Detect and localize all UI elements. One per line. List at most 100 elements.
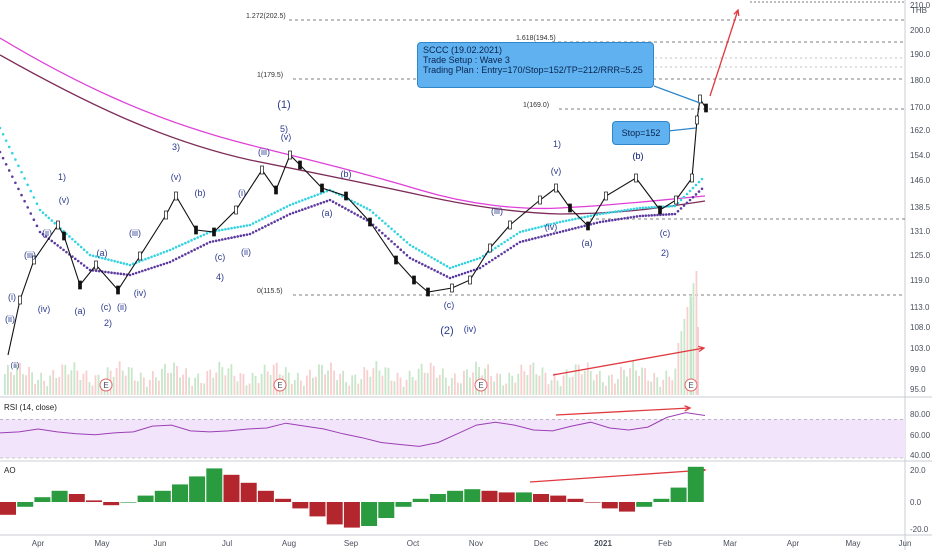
- volume-bar: [393, 381, 396, 395]
- volume-bar: [121, 370, 124, 395]
- band-dot: [442, 263, 446, 266]
- band-dot: [41, 232, 45, 236]
- band-dot: [700, 187, 704, 191]
- wave-label: (1): [277, 99, 290, 111]
- volume-bar: [574, 364, 577, 395]
- wave-label: (iv): [134, 288, 147, 298]
- volume-bar: [266, 371, 269, 395]
- band-dot: [32, 196, 36, 199]
- band-dot: [632, 207, 636, 211]
- band-dot: [301, 208, 304, 211]
- volume-bar: [142, 377, 145, 395]
- band-dot: [319, 192, 323, 195]
- volume-bar: [179, 377, 181, 395]
- volume-bar: [118, 361, 121, 395]
- volume-bar: [22, 374, 24, 395]
- band-dot: [174, 257, 178, 261]
- band-dot: [478, 256, 482, 260]
- band-dot: [94, 269, 98, 273]
- earnings-marker-label: E: [688, 381, 693, 390]
- band-dot: [313, 194, 316, 198]
- band-dot: [574, 226, 577, 230]
- candle-body: [320, 183, 324, 193]
- volume-bar: [112, 376, 115, 395]
- band-dot: [390, 227, 393, 231]
- band-dot: [647, 206, 651, 209]
- band-dot: [171, 247, 175, 250]
- wave-label: (c): [660, 228, 671, 238]
- band-dot: [131, 272, 135, 276]
- band-dot: [691, 195, 695, 199]
- ao-bar: [601, 502, 618, 509]
- band-dot: [463, 271, 467, 275]
- band-dot: [697, 190, 701, 193]
- band-dot: [402, 238, 406, 241]
- earnings-marker-circle: [684, 378, 698, 392]
- price-tick-label: 125.0: [910, 251, 931, 260]
- band-dot: [414, 259, 418, 263]
- band-dot: [208, 240, 212, 244]
- volume-bar: [644, 367, 647, 395]
- volume-bar: [378, 370, 381, 395]
- volume-bar: [372, 368, 375, 395]
- volume-bar: [620, 366, 622, 395]
- fib-level-label: 1(169.0): [523, 102, 549, 109]
- earnings-marker-circle: [474, 378, 488, 392]
- band-dot: [1, 133, 5, 136]
- volume-bar: [690, 297, 692, 395]
- ao-bar: [240, 482, 257, 502]
- volume-bar: [97, 374, 100, 395]
- band-dot: [617, 217, 620, 221]
- band-dot: [282, 206, 286, 210]
- volume-bar: [333, 370, 335, 395]
- volume-bar: [423, 372, 426, 395]
- band-dot: [344, 207, 347, 210]
- volume-bar: [562, 375, 565, 395]
- band-dot: [122, 262, 126, 265]
- band-dot: [65, 250, 68, 254]
- band-dot: [396, 232, 399, 236]
- band-dot: [641, 214, 645, 218]
- volume-bar: [387, 367, 390, 395]
- band-dot: [71, 255, 74, 258]
- band-dot: [79, 245, 83, 249]
- volume-bar: [472, 372, 474, 395]
- band-dot: [694, 193, 698, 196]
- band-dot: [359, 204, 363, 207]
- band-dot: [632, 215, 636, 219]
- ao-bar: [120, 502, 137, 503]
- volume-bar: [155, 377, 157, 395]
- volume-bar: [293, 380, 296, 395]
- volume-bar: [547, 384, 550, 395]
- band-dot: [571, 227, 574, 231]
- volume-bar: [493, 381, 496, 395]
- volume-bar: [375, 361, 378, 395]
- volume-bar: [127, 367, 130, 395]
- band-dot: [635, 215, 639, 218]
- candle-body: [32, 255, 36, 265]
- volume-bar: [384, 367, 387, 395]
- band-dot: [26, 206, 29, 209]
- band-dot: [451, 275, 455, 279]
- band-dot: [88, 253, 92, 257]
- band-dot: [128, 263, 132, 267]
- volume-bar: [668, 376, 671, 395]
- volume-bar: [46, 386, 49, 395]
- volume-bar: [312, 377, 314, 395]
- ao-bar: [567, 498, 584, 502]
- price-tick-label: 154.0: [910, 151, 931, 160]
- volume-bar: [158, 380, 160, 395]
- band-dot: [481, 254, 485, 258]
- volume-bar: [248, 383, 251, 395]
- band-dot: [153, 254, 156, 258]
- band-dot: [113, 271, 116, 275]
- band-dot: [190, 239, 193, 242]
- band-dot: [371, 211, 375, 214]
- band-dot: [181, 243, 184, 246]
- band-dot: [697, 180, 701, 184]
- volume-bar: [632, 361, 634, 395]
- band-dot: [217, 238, 221, 242]
- band-dot: [466, 270, 470, 274]
- time-tick-label: Oct: [407, 539, 420, 548]
